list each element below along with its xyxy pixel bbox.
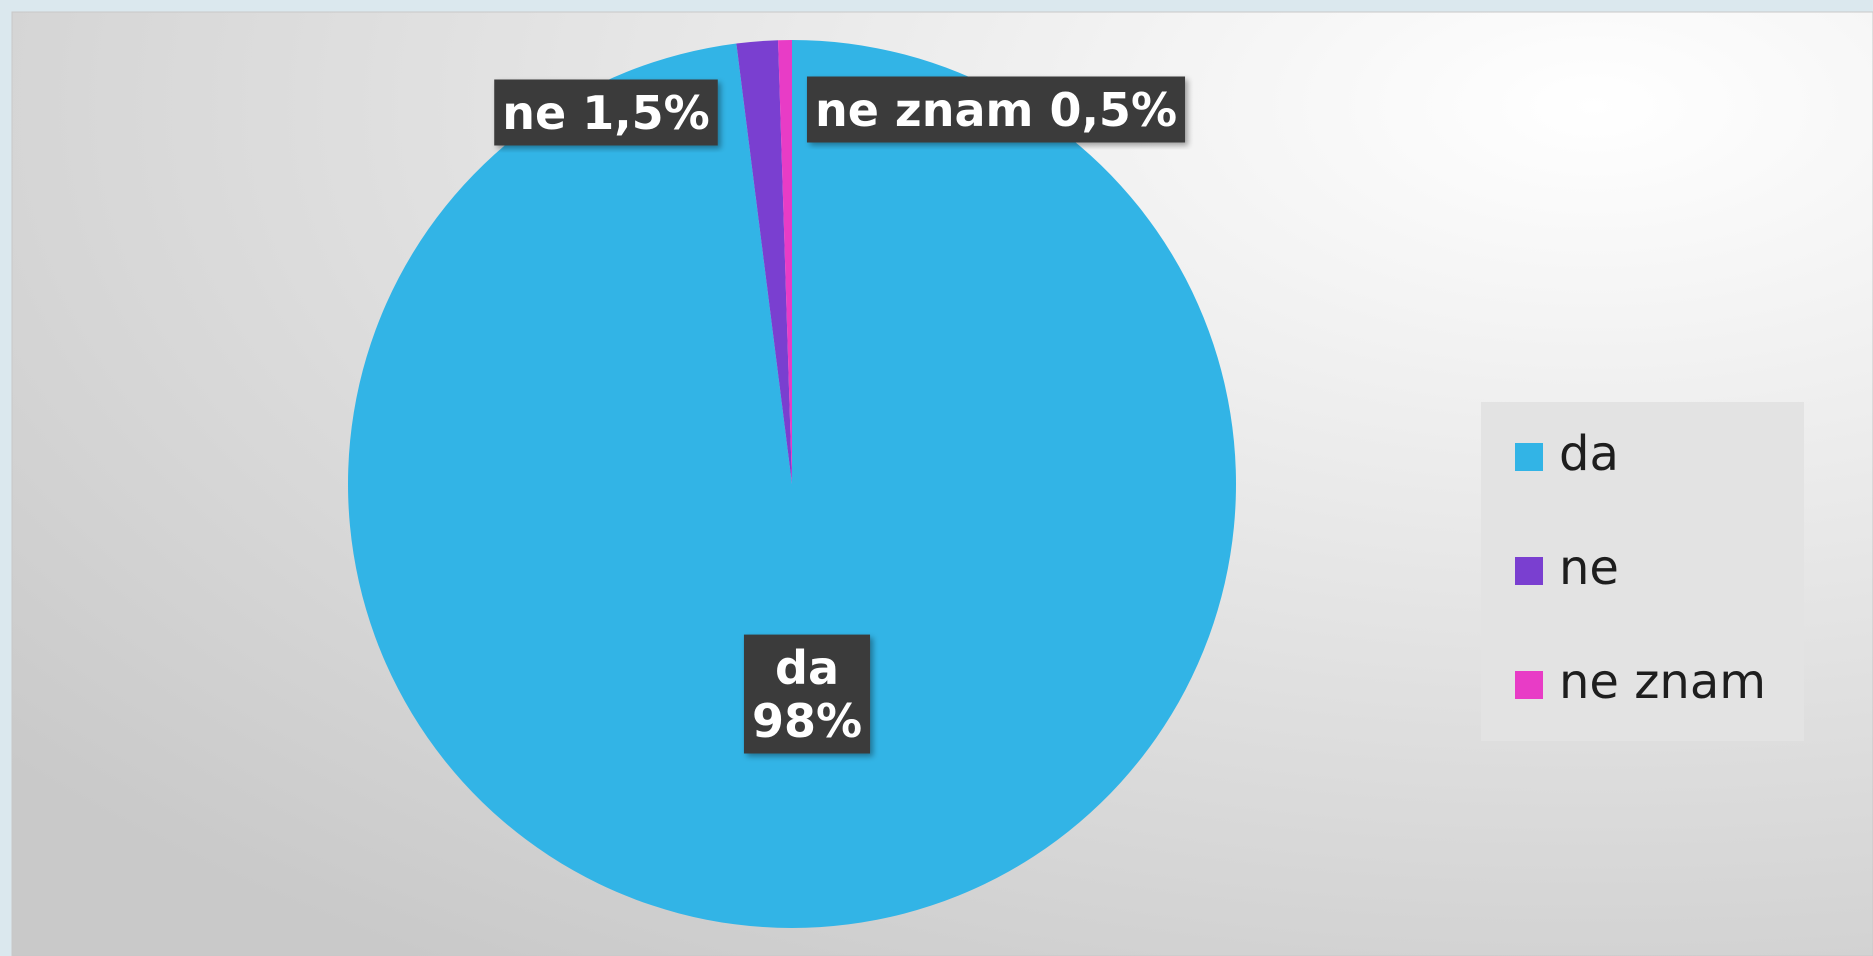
legend-swatch: [1515, 557, 1543, 585]
label-category: da: [775, 641, 839, 695]
label-category: ne znam: [815, 83, 1033, 137]
data-label: ne 1,5%: [494, 79, 718, 146]
legend-swatch: [1515, 671, 1543, 699]
data-label-box: [806, 76, 1186, 143]
pie-slice: [778, 40, 792, 484]
pie-slice: [736, 40, 792, 484]
legend-swatch: [1515, 443, 1543, 471]
data-label: da 98%: [743, 634, 871, 754]
legend-label: da: [1559, 426, 1619, 482]
data-label-text: ne 1,5%: [502, 86, 710, 140]
data-label-box: [743, 634, 871, 754]
label-value: 0,5%: [1049, 83, 1177, 137]
data-label-text: ne znam 0,5%: [815, 83, 1177, 137]
label-category: ne: [502, 86, 566, 140]
data-label-box: [494, 79, 718, 146]
label-value: 98%: [752, 694, 862, 748]
legend-label: ne znam: [1559, 654, 1766, 710]
pie-slice: [347, 40, 1237, 929]
data-label-text: da 98%: [752, 641, 862, 748]
legend-label: ne: [1559, 540, 1619, 596]
data-label: ne znam 0,5%: [806, 76, 1186, 143]
label-value: 1,5%: [582, 86, 710, 140]
